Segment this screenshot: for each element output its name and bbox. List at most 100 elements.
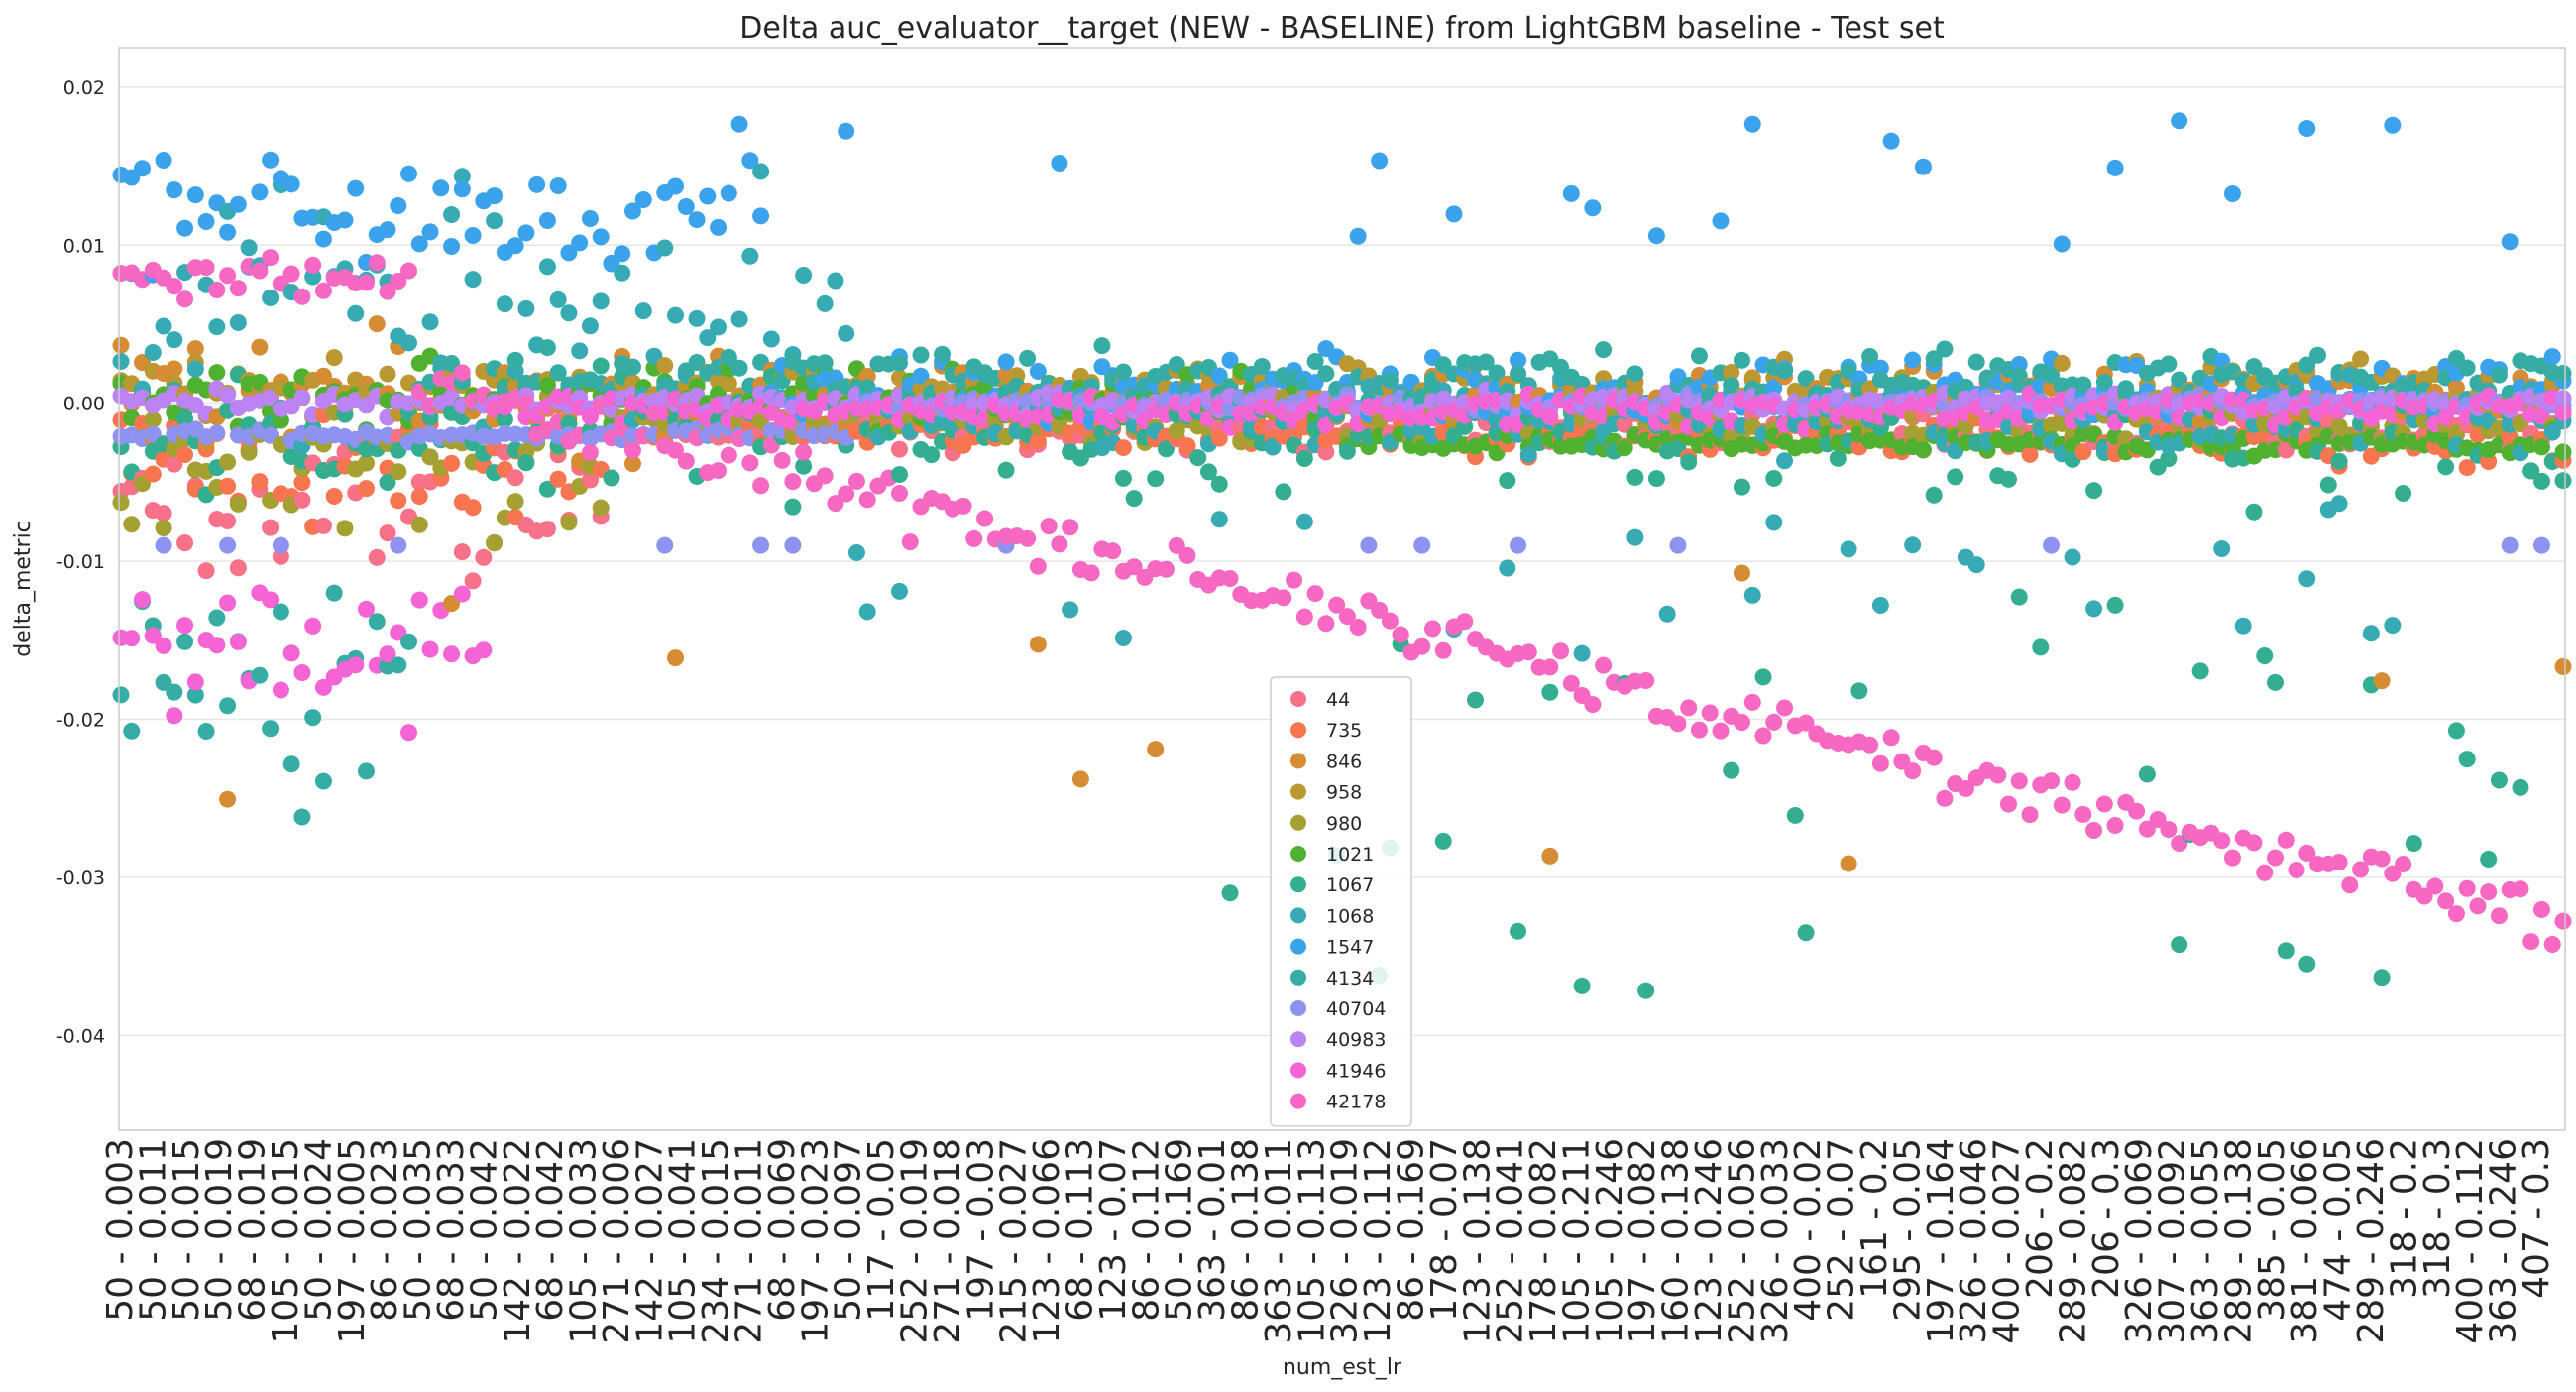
data-point-42178 <box>1221 569 1239 587</box>
data-point-41946 <box>219 594 237 612</box>
data-point-1067 <box>1338 442 1356 460</box>
data-point-4134 <box>1381 372 1399 390</box>
data-point-1067 <box>1925 486 1943 504</box>
data-point-1547 <box>1904 351 1922 369</box>
x-tick-label: 178 - 0.082 <box>1523 1138 1564 1344</box>
x-tick-label: 215 - 0.027 <box>994 1138 1035 1344</box>
data-point-980 <box>486 534 504 552</box>
x-tick-label: 123 - 0.246 <box>1689 1138 1730 1344</box>
legend-marker <box>1290 722 1306 739</box>
data-point-42178 <box>2554 912 2572 930</box>
data-point-40704 <box>1360 536 1378 554</box>
data-point-1068 <box>1871 597 1889 615</box>
data-point-980 <box>229 495 247 513</box>
x-tick-label: 68 - 0.113 <box>1060 1138 1100 1322</box>
data-point-42178 <box>1349 618 1367 636</box>
data-point-42178 <box>1286 571 1303 589</box>
data-point-1067 <box>2298 955 2316 973</box>
data-point-1067 <box>2138 765 2156 783</box>
x-tick-label: 363 - 0.01 <box>1192 1138 1233 1322</box>
data-point-42178 <box>2128 802 2146 820</box>
data-point-42178 <box>1295 608 1313 626</box>
data-point-41946 <box>581 407 599 425</box>
data-point-1067 <box>1434 832 1452 850</box>
data-point-4134 <box>166 683 183 701</box>
x-tick-label: 197 - 0.005 <box>332 1138 373 1344</box>
data-point-1021 <box>1616 439 1633 457</box>
x-tick-label: 206 - 0.2 <box>2020 1138 2061 1299</box>
data-point-42178 <box>1989 766 2007 784</box>
data-point-1068 <box>208 318 226 336</box>
data-point-44 <box>475 548 493 566</box>
legend-label: 41946 <box>1326 1060 1386 1082</box>
data-point-735 <box>357 480 375 498</box>
x-tick-label: 326 - 0.019 <box>1325 1138 1366 1344</box>
data-point-41946 <box>400 724 418 742</box>
data-point-1067 <box>1221 884 1239 902</box>
data-point-42178 <box>2021 806 2039 824</box>
data-point-42178 <box>2223 849 2241 867</box>
data-point-42178 <box>282 265 300 283</box>
data-point-1068 <box>144 344 162 362</box>
data-point-1067 <box>2373 969 2391 986</box>
data-point-41946 <box>166 707 183 725</box>
data-point-42178 <box>741 454 759 472</box>
data-point-41946 <box>357 600 375 618</box>
data-point-41946 <box>443 645 461 663</box>
data-point-42178 <box>1040 518 1058 535</box>
data-point-4134 <box>1733 351 1750 369</box>
data-point-1547 <box>282 175 300 193</box>
data-point-1547 <box>614 245 631 263</box>
x-tick-label: 142 - 0.027 <box>629 1138 670 1344</box>
x-tick-label: 400 - 0.02 <box>1788 1138 1829 1322</box>
data-point-4134 <box>208 609 226 627</box>
data-point-4134 <box>1114 363 1132 381</box>
data-point-44 <box>155 505 172 522</box>
data-point-42178 <box>1125 558 1143 576</box>
x-tick-label: 50 - 0.042 <box>464 1138 504 1322</box>
data-point-1068 <box>1658 605 1676 623</box>
data-point-42178 <box>2447 905 2465 923</box>
data-point-4134 <box>720 349 737 367</box>
data-point-1067 <box>1125 490 1143 508</box>
data-point-1067 <box>1295 450 1313 468</box>
data-point-846 <box>1733 564 1750 582</box>
data-point-44 <box>219 512 237 529</box>
data-point-41946 <box>176 617 194 635</box>
data-point-735 <box>1178 437 1196 455</box>
data-point-1547 <box>1914 158 1932 175</box>
data-point-1547 <box>1349 227 1367 245</box>
data-point-1067 <box>2522 462 2540 480</box>
data-point-1547 <box>166 181 183 199</box>
data-point-40704 <box>2501 536 2519 554</box>
data-point-42178 <box>1019 529 1037 547</box>
data-point-40704 <box>752 536 770 554</box>
data-point-42178 <box>1423 620 1441 638</box>
data-point-1067 <box>1829 449 1847 467</box>
data-point-4134 <box>890 354 908 372</box>
data-point-1067 <box>1510 922 1527 940</box>
data-point-1547 <box>1510 351 1527 369</box>
data-point-4134 <box>623 358 641 376</box>
x-tick-label: 363 - 0.055 <box>2185 1138 2226 1344</box>
data-point-4134 <box>1626 365 1644 383</box>
data-point-44 <box>379 524 396 542</box>
legend-label: 735 <box>1326 720 1362 742</box>
legend-marker <box>1290 691 1306 707</box>
y-tick-label: -0.01 <box>56 551 105 573</box>
data-point-4134 <box>1967 353 1985 371</box>
x-tick-label: 252 - 0.07 <box>1822 1138 1862 1322</box>
data-point-40704 <box>2532 536 2550 554</box>
data-point-1067 <box>603 469 620 487</box>
data-point-1547 <box>176 219 194 237</box>
data-point-1067 <box>1647 470 1665 488</box>
data-point-4134 <box>1317 365 1335 383</box>
x-tick-label: 123 - 0.138 <box>1457 1138 1498 1344</box>
data-point-4134 <box>1168 356 1185 374</box>
data-point-4134 <box>912 346 930 364</box>
data-point-980 <box>410 516 428 533</box>
data-point-1068 <box>1626 528 1644 546</box>
data-point-42178 <box>1519 643 1537 661</box>
data-point-1068 <box>421 313 439 331</box>
